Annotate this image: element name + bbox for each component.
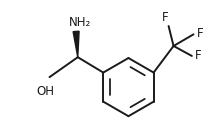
Text: OH: OH bbox=[36, 85, 54, 98]
Text: F: F bbox=[195, 49, 202, 62]
Text: F: F bbox=[162, 11, 168, 24]
Text: NH₂: NH₂ bbox=[69, 17, 91, 29]
Text: F: F bbox=[196, 27, 203, 40]
Polygon shape bbox=[73, 31, 79, 57]
